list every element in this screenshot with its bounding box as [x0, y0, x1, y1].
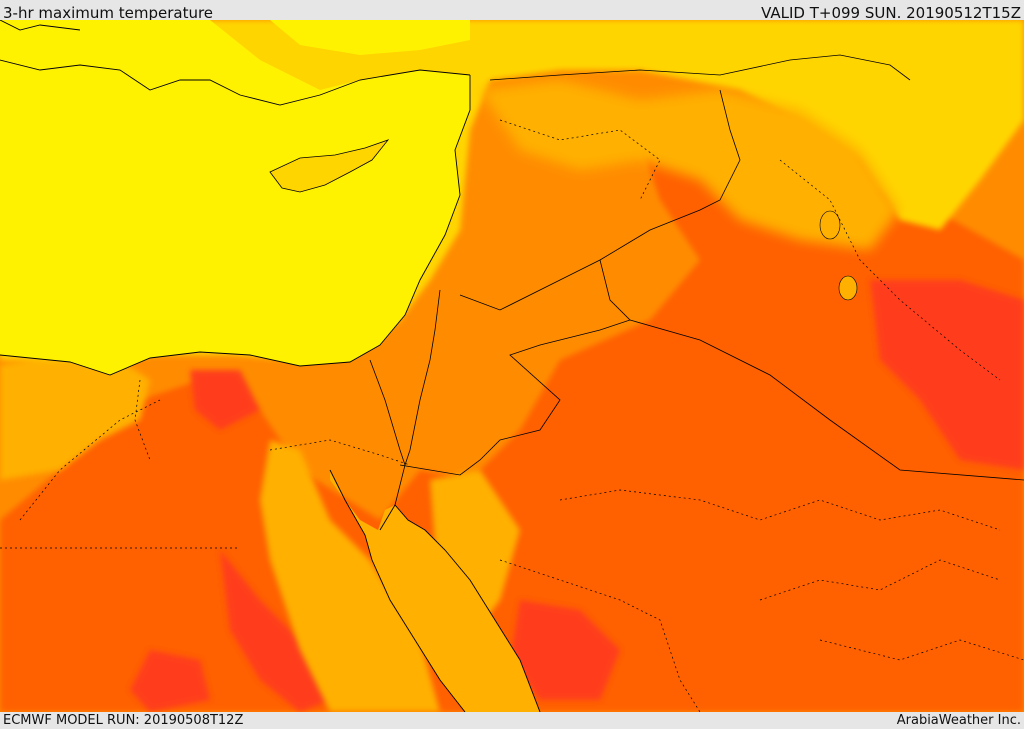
- country-borders: [369, 54, 1024, 506]
- red-sea: [330, 470, 540, 712]
- lake-razazah: [838, 275, 858, 301]
- northern-sea: [270, 20, 470, 55]
- temperature-map: [0, 20, 1024, 712]
- map-title: 3-hr maximum temperature: [3, 4, 214, 22]
- lake-tharthar: [819, 210, 841, 240]
- footer-bar: ECMWF MODEL RUN: 20190508T12Z ArabiaWeat…: [0, 712, 1024, 729]
- coastlines: [0, 20, 541, 712]
- band-hottest: [130, 280, 1024, 712]
- cyprus-island: [269, 139, 390, 193]
- band-hot: [0, 140, 1024, 712]
- internal-borders: [0, 119, 1024, 712]
- header-bar: 3-hr maximum temperature VALID T+099 SUN…: [0, 0, 1024, 22]
- model-run-label: ECMWF MODEL RUN: 20190508T12Z: [3, 713, 244, 728]
- credit-label: ArabiaWeather Inc.: [896, 713, 1021, 728]
- valid-time-label: VALID T+099 SUN. 20190512T15Z: [761, 4, 1021, 22]
- band-warm-north: [480, 80, 900, 250]
- mediterranean-sea: [0, 20, 470, 375]
- band-warm: [0, 355, 520, 712]
